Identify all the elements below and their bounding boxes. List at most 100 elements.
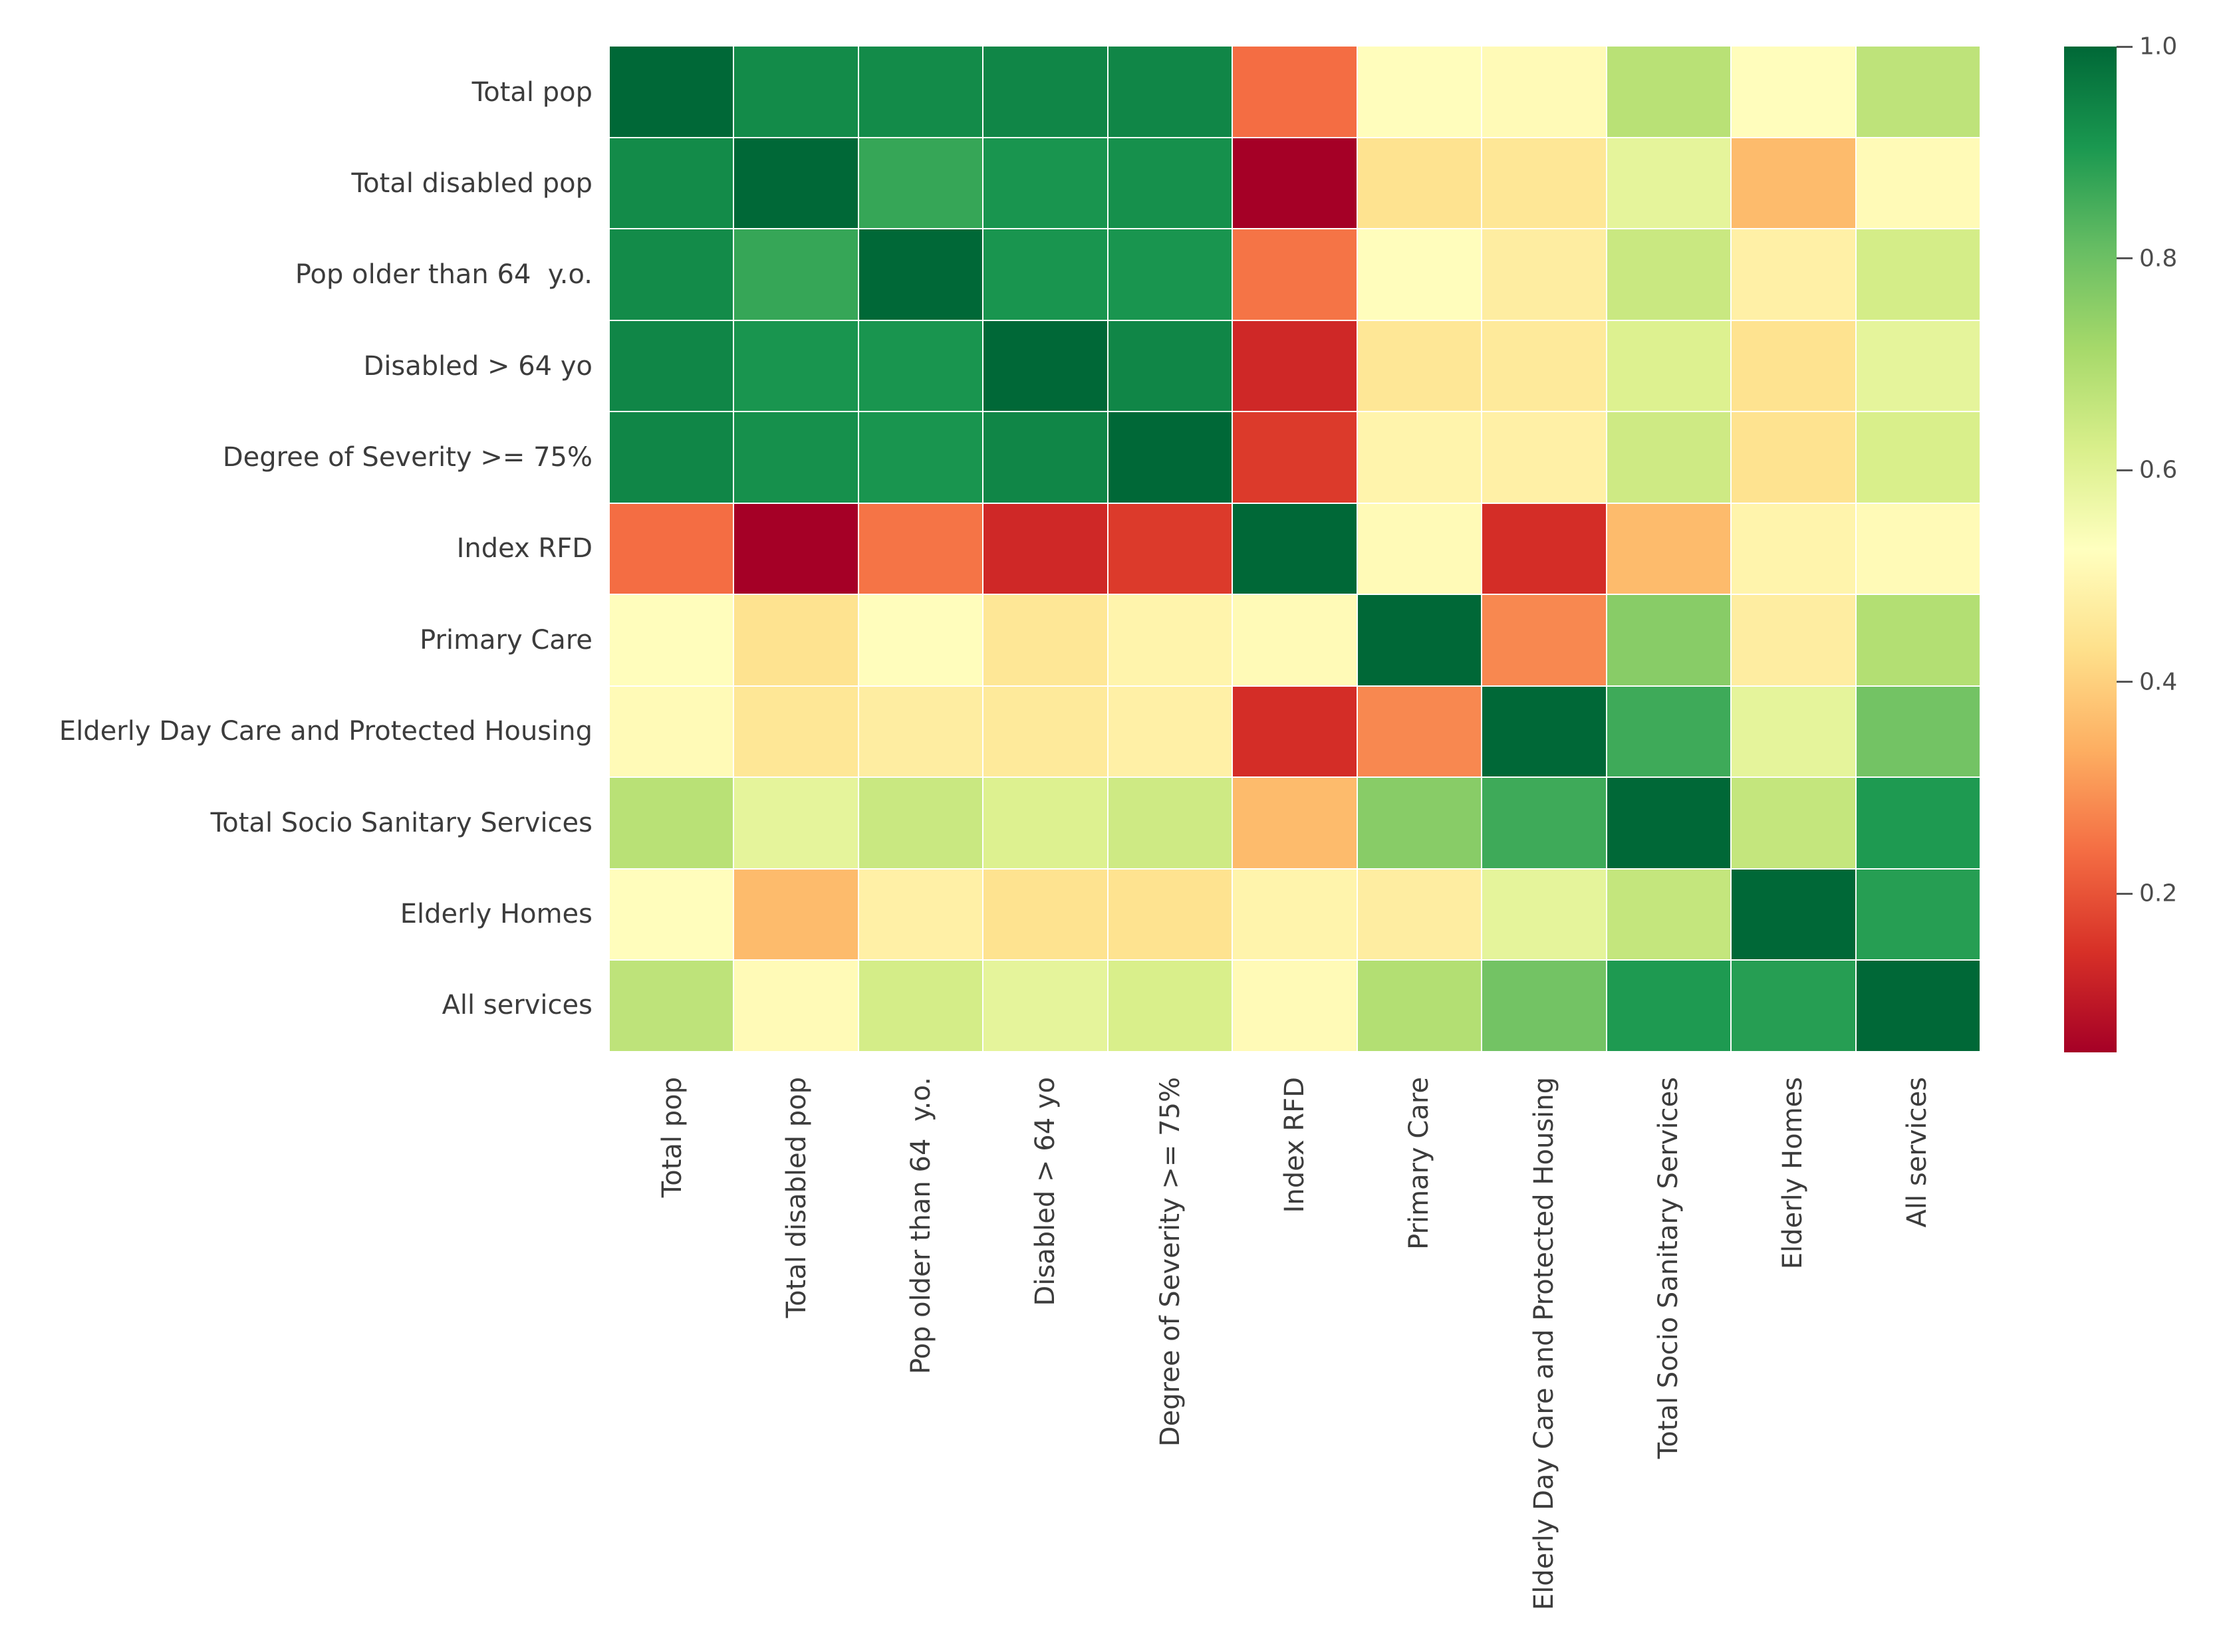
y-axis-label: Degree of Severity >= 75% <box>222 442 592 473</box>
heatmap-cell <box>1108 595 1232 685</box>
heatmap-cell <box>1856 778 1980 868</box>
heatmap-cell <box>1357 778 1482 868</box>
heatmap-cell <box>858 869 983 960</box>
x-axis-label: Primary Care <box>1404 1077 1435 1250</box>
y-axis-label: Index RFD <box>456 533 592 564</box>
heatmap-cell <box>1607 412 1731 503</box>
heatmap-cell <box>1607 686 1731 777</box>
heatmap-cell <box>1108 320 1232 412</box>
heatmap-cell <box>1108 503 1232 594</box>
heatmap-cell <box>1482 595 1606 685</box>
heatmap-cell <box>1482 778 1606 868</box>
colorbar: 1.0 0.8 0.6 0.4 0.2 <box>2064 33 2177 1052</box>
heatmap-cell <box>858 778 983 868</box>
colorbar-tick-label: 0.4 <box>2139 668 2178 696</box>
heatmap-cell <box>1856 412 1980 503</box>
heatmap-cell <box>1108 778 1232 868</box>
heatmap-cell <box>610 503 733 594</box>
x-axis-label: Disabled > 64 yo <box>1030 1077 1061 1306</box>
y-axis-label: All services <box>442 990 592 1021</box>
heatmap-cell <box>610 47 733 137</box>
heatmap-cell <box>610 686 733 777</box>
heatmap-cell <box>734 412 858 503</box>
heatmap-cell <box>1856 595 1980 685</box>
heatmap-cell <box>1856 320 1980 412</box>
heatmap-cell <box>610 961 733 1051</box>
x-axis-label: Total pop <box>656 1077 688 1198</box>
heatmap-cell <box>610 869 733 960</box>
x-axis-label: Degree of Severity >= 75% <box>1154 1077 1186 1447</box>
heatmap-cell <box>1732 869 1855 960</box>
heatmap-cell <box>983 412 1107 503</box>
heatmap-cell <box>610 320 733 412</box>
heatmap-cell <box>858 138 983 229</box>
heatmap-cell <box>1607 961 1731 1051</box>
y-axis-label: Total Socio Sanitary Services <box>210 807 592 838</box>
x-axis-label: Total disabled pop <box>781 1077 812 1318</box>
heatmap-cell <box>1732 961 1855 1051</box>
x-axis-labels: Total pop Total disabled pop Pop older tha… <box>610 1077 1980 1652</box>
heatmap-cell <box>1732 412 1855 503</box>
colorbar-tick <box>2117 45 2133 48</box>
colorbar-tick <box>2117 681 2133 683</box>
x-axis-label: Elderly Homes <box>1777 1077 1809 1270</box>
heatmap-cell <box>1108 961 1232 1051</box>
heatmap-cell <box>1607 503 1731 594</box>
heatmap-cell <box>1856 503 1980 594</box>
heatmap-cell <box>1482 503 1606 594</box>
heatmap-cell <box>1233 778 1357 868</box>
x-axis-label: Index RFD <box>1279 1077 1310 1213</box>
heatmap-cell <box>1732 229 1855 320</box>
heatmap-cell <box>1357 961 1482 1051</box>
heatmap-cell <box>1233 138 1357 229</box>
heatmap-cell <box>1482 320 1606 412</box>
colorbar-tick <box>2117 257 2133 260</box>
heatmap-cell <box>1233 320 1357 412</box>
heatmap-cell <box>1357 503 1482 594</box>
y-axis-label: Pop older than 64 y.o. <box>295 259 592 291</box>
y-axis-label: Primary Care <box>420 624 592 655</box>
y-axis-label: Total disabled pop <box>351 168 592 199</box>
colorbar-tick-label: 0.2 <box>2139 880 2178 907</box>
heatmap-cell <box>858 412 983 503</box>
heatmap-cell <box>983 320 1107 412</box>
heatmap-grid <box>610 47 1980 1051</box>
heatmap-cell <box>858 503 983 594</box>
heatmap-cell <box>983 138 1107 229</box>
heatmap-cell <box>1607 320 1731 412</box>
heatmap-cell <box>1233 412 1357 503</box>
heatmap-cell <box>1482 686 1606 777</box>
heatmap-cell <box>1482 961 1606 1051</box>
colorbar-tick <box>2117 892 2133 895</box>
heatmap-cell <box>1357 412 1482 503</box>
heatmap-cell <box>983 503 1107 594</box>
heatmap-cell <box>1607 778 1731 868</box>
heatmap-cell <box>858 686 983 777</box>
heatmap-cell <box>1732 595 1855 685</box>
colorbar-tick-label: 0.8 <box>2139 245 2178 273</box>
x-axis-label: Pop older than 64 y.o. <box>906 1077 937 1375</box>
x-axis-label: Elderly Day Care and Protected Housing <box>1528 1077 1559 1611</box>
y-axis-labels: Total pop Total disabled pop Pop older tha… <box>0 47 602 1051</box>
heatmap-cell <box>1357 229 1482 320</box>
y-axis-label: Elderly Day Care and Protected Housing <box>59 716 592 747</box>
heatmap-cell <box>1233 686 1357 777</box>
heatmap-cell <box>610 778 733 868</box>
heatmap-cell <box>1108 138 1232 229</box>
heatmap-cell <box>734 961 858 1051</box>
heatmap-cell <box>1856 138 1980 229</box>
heatmap-cell <box>858 961 983 1051</box>
x-axis-label: All services <box>1902 1077 1933 1228</box>
heatmap-cell <box>1607 595 1731 685</box>
heatmap-cell <box>983 869 1107 960</box>
heatmap-cell <box>1108 47 1232 137</box>
heatmap-cell <box>1233 47 1357 137</box>
heatmap-cell <box>1357 595 1482 685</box>
heatmap-cell <box>1233 503 1357 594</box>
heatmap-cell <box>1482 869 1606 960</box>
heatmap-cell <box>734 47 858 137</box>
heatmap-cell <box>983 47 1107 137</box>
heatmap-cell <box>1856 47 1980 137</box>
heatmap-cell <box>734 138 858 229</box>
heatmap-cell <box>610 229 733 320</box>
